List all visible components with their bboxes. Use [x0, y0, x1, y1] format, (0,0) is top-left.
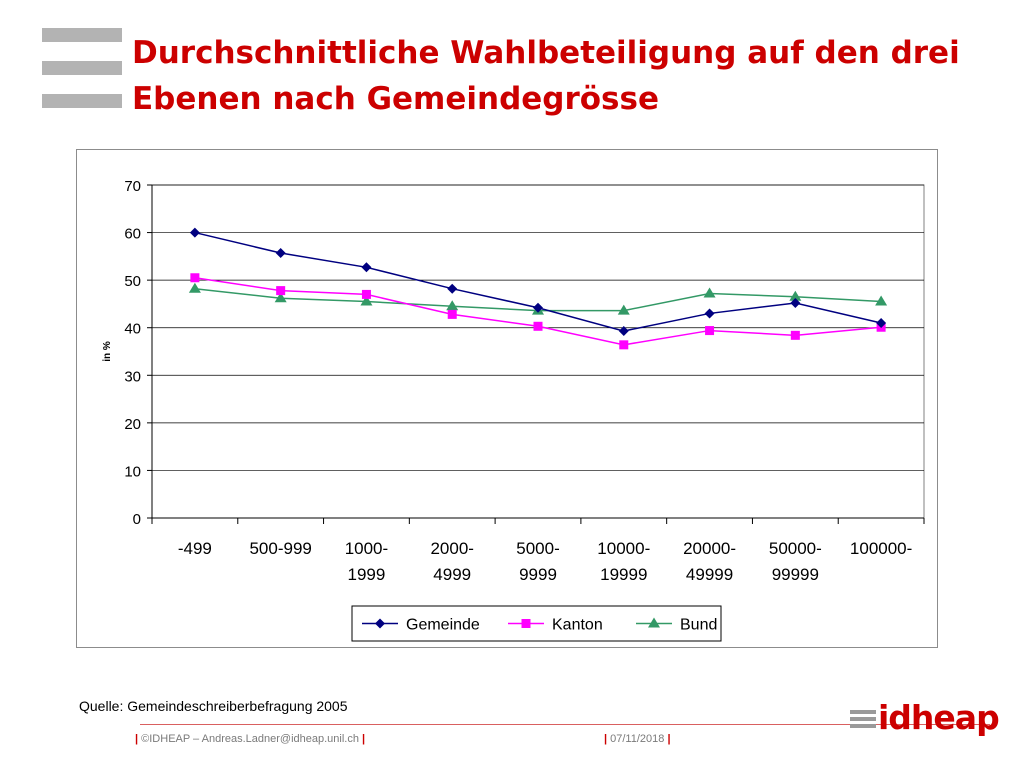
y-tick-label: 60 [124, 226, 141, 243]
x-tick-label: 4999 [433, 565, 471, 584]
data-point-gemeinde [533, 302, 543, 313]
data-point-kanton [533, 321, 543, 331]
x-tick-label: 99999 [772, 565, 819, 584]
logo-text: idheap [878, 698, 1000, 737]
data-point-bund [188, 282, 201, 293]
y-tick-label: 40 [124, 321, 141, 338]
data-point-kanton [790, 330, 800, 340]
x-tick-label: 1000- [345, 539, 388, 558]
y-axis-label: in % [102, 341, 113, 362]
x-tick-label: 5000- [516, 539, 559, 558]
y-tick-label: 20 [124, 416, 141, 433]
plot-area [151, 184, 925, 519]
data-point-gemeinde [189, 227, 200, 238]
data-point-kanton [276, 286, 286, 296]
x-tick-label: 100000- [850, 539, 912, 558]
data-point-kanton [361, 289, 371, 299]
data-point-bund [789, 290, 802, 301]
data-point-bund [875, 295, 888, 306]
footer-copyright-text: ©IDHEAP – Andreas.Ladner@idheap.unil.ch [141, 733, 359, 745]
footer-divider [140, 724, 990, 725]
source-note: Quelle: Gemeindeschreiberbefragung 2005 [79, 698, 348, 714]
data-point-bund [274, 292, 287, 303]
data-point-bund [446, 300, 459, 311]
menu-bars-icon [42, 28, 122, 108]
chart-frame: 0 10 20 30 40 50 60 70 -499 500-999 1000- 1999 2000-… [76, 149, 938, 648]
footer-date-text: 07/11/2018 [610, 733, 665, 745]
data-point-gemeinde [447, 283, 458, 294]
data-point-gemeinde [790, 297, 801, 308]
data-point-bund [617, 304, 630, 315]
legend-marker-gemeinde [375, 618, 385, 629]
idheap-logo: idheap [850, 698, 1000, 742]
legend-marker-bund [648, 617, 660, 628]
footer-separator: | [667, 733, 671, 745]
legend-marker-kanton [521, 619, 531, 628]
x-tick-label: 19999 [600, 565, 647, 584]
y-tick-label: 50 [124, 273, 141, 290]
data-point-gemeinde [361, 262, 372, 273]
data-point-kanton [447, 309, 457, 319]
x-tick-label: 9999 [519, 565, 557, 584]
x-tick-label: 500-999 [249, 539, 311, 558]
x-tick-label: 2000- [430, 539, 473, 558]
data-point-gemeinde [275, 248, 286, 259]
y-tick-label: 70 [124, 178, 141, 195]
data-point-kanton [705, 326, 715, 336]
footer-date: | 07/11/2018 | [604, 733, 671, 745]
footer-separator: | [604, 733, 608, 745]
legend-label-kanton: Kanton [552, 617, 603, 634]
x-tick-label: -499 [178, 539, 212, 558]
data-point-gemeinde [876, 317, 887, 328]
footer-separator: | [135, 733, 139, 745]
data-point-kanton [619, 340, 629, 350]
y-tick-label: 10 [124, 463, 141, 480]
x-tick-label: 10000- [597, 539, 650, 558]
footer-separator: | [362, 733, 366, 745]
x-tick-label: 49999 [686, 565, 733, 584]
line-chart: 0 10 20 30 40 50 60 70 -499 500-999 1000- 1999 2000-… [102, 178, 925, 642]
data-point-gemeinde [618, 326, 629, 337]
data-point-kanton [190, 273, 200, 283]
x-tick-label: 1999 [348, 565, 386, 584]
legend-label-gemeinde: Gemeinde [406, 617, 480, 634]
y-tick-label: 30 [124, 368, 141, 385]
x-tick-label: 20000- [683, 539, 736, 558]
y-tick-label: 0 [133, 511, 141, 528]
footer-copyright: | ©IDHEAP – Andreas.Ladner@idheap.unil.c… [135, 733, 365, 745]
data-point-bund [360, 295, 373, 306]
x-tick-label: 50000- [769, 539, 822, 558]
data-point-gemeinde [704, 308, 715, 319]
legend-label-bund: Bund [680, 617, 717, 634]
slide-title: Durchschnittliche Wahlbeteiligung auf de… [132, 35, 960, 117]
data-point-bund [703, 287, 716, 298]
